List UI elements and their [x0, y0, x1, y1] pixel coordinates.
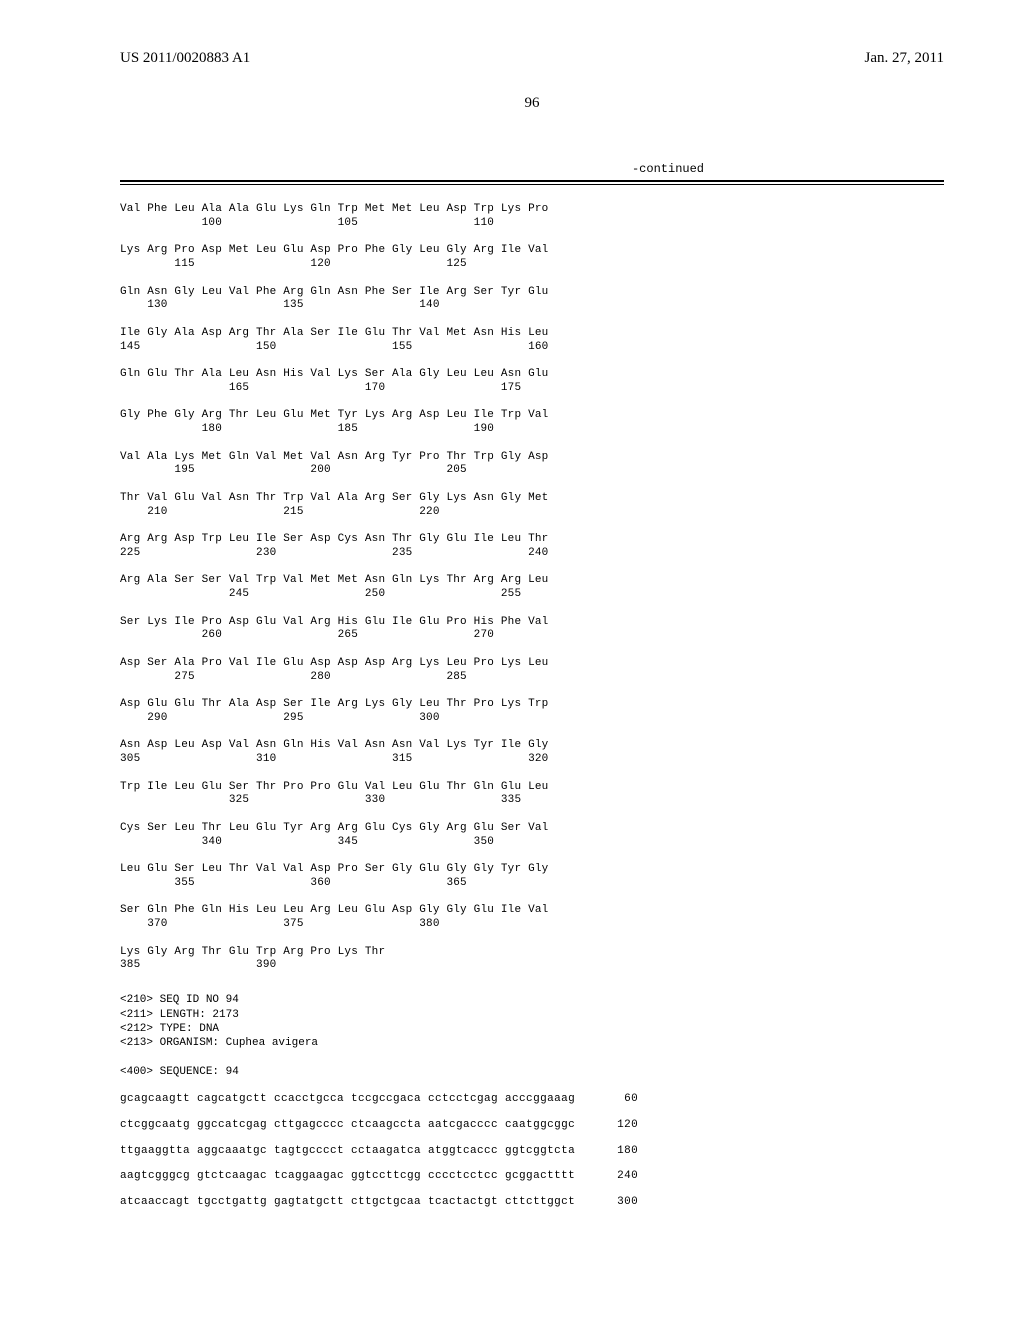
dna-row: atcaaccagt tgcctgattg gagtatgctt cttgctg…	[120, 1196, 944, 1210]
page-header: US 2011/0020883 A1 Jan. 27, 2011	[120, 50, 944, 67]
publication-date: Jan. 27, 2011	[865, 50, 944, 67]
publication-number: US 2011/0020883 A1	[120, 50, 250, 67]
dna-row: aagtcgggcg gtctcaagac tcaggaagac ggtcctt…	[120, 1170, 944, 1184]
rule-heavy	[120, 180, 944, 182]
seq-length-line: <211> LENGTH: 2173	[120, 1009, 239, 1021]
seq-type-line: <212> TYPE: DNA	[120, 1023, 219, 1035]
dna-sequence-block: gcagcaagtt cagcatgctt ccacctgcca tccgccg…	[120, 1093, 944, 1210]
continued-label: -continued	[120, 162, 944, 176]
seq-id-line: <210> SEQ ID NO 94	[120, 994, 239, 1006]
rule-light	[120, 184, 944, 185]
dna-row: ttgaaggtta aggcaaatgc tagtgcccct cctaaga…	[120, 1145, 944, 1159]
protein-sequence-block: Val Phe Leu Ala Ala Glu Lys Gln Trp Met …	[120, 203, 944, 973]
dna-row: gcagcaagtt cagcatgctt ccacctgcca tccgccg…	[120, 1093, 944, 1107]
seq-organism-line: <213> ORGANISM: Cuphea avigera	[120, 1037, 318, 1049]
dna-row: ctcggcaatg ggccatcgag cttgagcccc ctcaagc…	[120, 1119, 944, 1133]
patent-page: US 2011/0020883 A1 Jan. 27, 2011 96 -con…	[0, 0, 1024, 1320]
sequence-metadata: <210> SEQ ID NO 94 <211> LENGTH: 2173 <2…	[120, 979, 944, 1079]
page-number: 96	[120, 95, 944, 112]
seq-label-line: <400> SEQUENCE: 94	[120, 1066, 239, 1078]
